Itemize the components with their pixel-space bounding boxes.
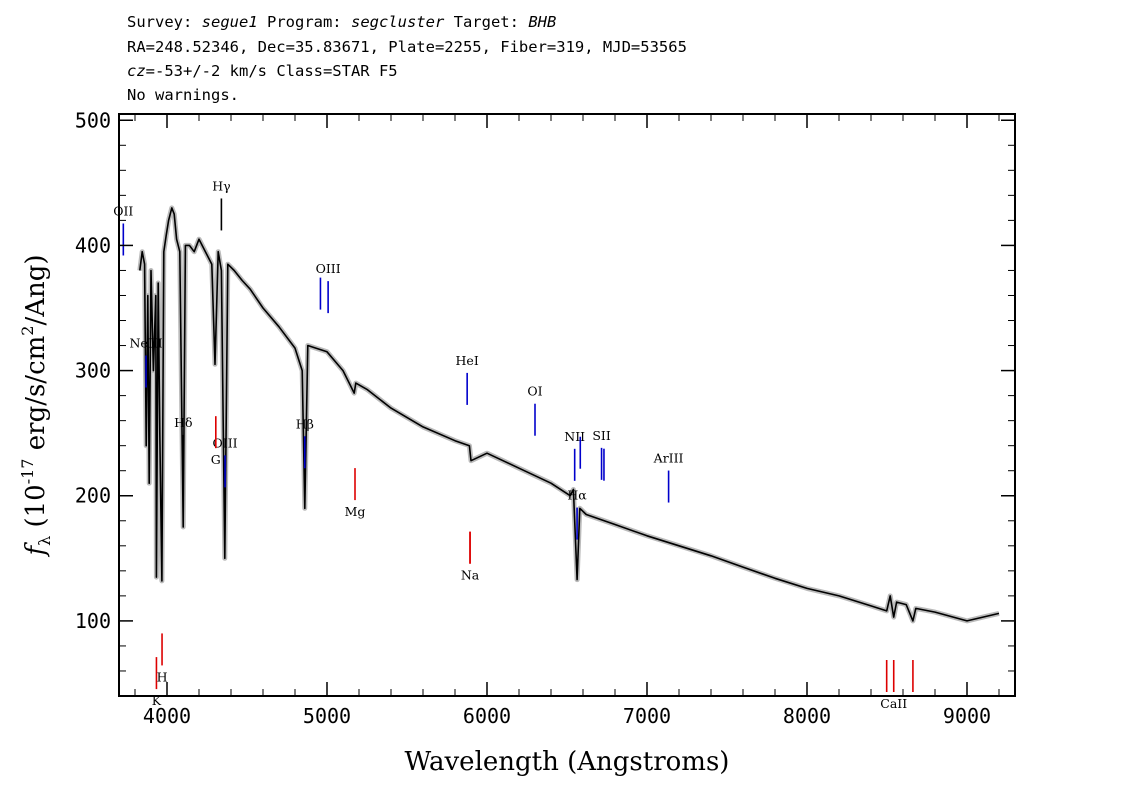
line-label: OI [527, 384, 542, 399]
y-tick-label: 300 [75, 359, 111, 383]
header-line-3: cz=-53+/-2 km/s Class=STAR F5 [127, 62, 398, 80]
line-label: G [211, 452, 221, 467]
line-label: NeIII [129, 336, 162, 351]
line-label: SII [592, 428, 611, 443]
line-label: OIII [213, 435, 238, 450]
line-label: CaII [880, 696, 907, 711]
x-tick-label: 4000 [143, 704, 191, 728]
cz-symbol: cz [127, 62, 146, 80]
line-label: Mg [345, 504, 366, 519]
y-tick-label: 400 [75, 233, 111, 257]
line-label: K [152, 693, 162, 708]
program-label: Program: [257, 13, 351, 31]
line-label: ArIII [653, 451, 684, 466]
line-label: Hδ [174, 415, 192, 430]
x-tick-label: 6000 [463, 704, 511, 728]
line-label: NII [564, 429, 585, 444]
survey-label: Survey: [127, 13, 202, 31]
y-tick-label: 100 [75, 609, 111, 633]
spectrum-line [139, 207, 1000, 622]
program-value: segcluster [350, 13, 445, 31]
line-label: OII [113, 203, 133, 218]
line-label: H [157, 669, 168, 684]
x-tick-label: 5000 [303, 704, 351, 728]
y-tick-label: 500 [75, 108, 111, 132]
header-line-4: No warnings. [127, 86, 239, 104]
x-axis-label: Wavelength (Angstroms) [405, 747, 730, 777]
header-line-1: Survey: segue1 Program: segcluster Targe… [127, 13, 556, 31]
line-label: Hα [567, 488, 587, 503]
target-value: BHB [528, 13, 557, 31]
x-tick-label: 8000 [783, 704, 831, 728]
cz-value: =-53+/-2 [145, 62, 221, 80]
line-label: OIII [316, 261, 341, 276]
header-line-2: RA=248.52346, Dec=35.83671, Plate=2255, … [127, 38, 687, 56]
line-label: HeI [456, 353, 479, 368]
spectrum-error-band [137, 205, 1000, 624]
x-tick-label: 9000 [943, 704, 991, 728]
line-label: Hγ [212, 178, 230, 193]
survey-value: segue1 [201, 13, 258, 31]
plot-frame [118, 113, 1016, 697]
x-tick-label: 7000 [623, 704, 671, 728]
line-label: Hβ [296, 416, 314, 431]
y-axis-label: fλ (10-17 erg/s/cm2/Ang) [18, 254, 54, 557]
y-tick-label: 200 [75, 484, 111, 508]
target-label: Target: [444, 13, 529, 31]
line-label: Na [461, 568, 480, 583]
class-text: km/s Class=STAR F5 [220, 62, 398, 80]
